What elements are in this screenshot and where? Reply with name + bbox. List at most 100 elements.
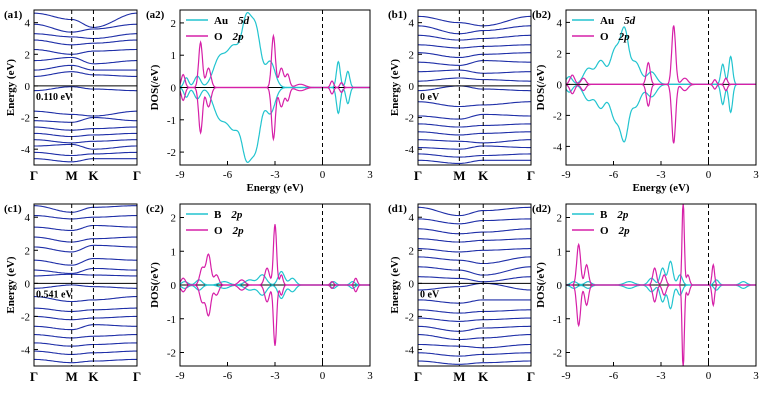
- y-tick-label: 2: [557, 48, 563, 60]
- band-line: [417, 282, 532, 291]
- spin-down-o-line: [179, 86, 370, 142]
- legend-label: O 2p: [214, 225, 244, 237]
- gap-label: 0.541 eV: [36, 289, 73, 300]
- band-line: [418, 276, 532, 283]
- y-tick-label: 2: [171, 18, 177, 30]
- band-line: [33, 307, 137, 312]
- x-axis-label: Energy (eV): [632, 182, 689, 194]
- panel-label: (a2): [146, 9, 165, 21]
- legend-element: B: [214, 209, 222, 221]
- panel-label: (b1): [388, 9, 407, 21]
- dos-panel-c2: -2 -1 0 1 2 -9 -6 -3 0 3 DOS(/eV) (c2) B 2p O 2p: [146, 203, 373, 382]
- band-line: [34, 56, 137, 65]
- band-line: [418, 334, 531, 341]
- y-axis-label: DOS(/eV): [535, 262, 547, 308]
- y-tick-label: 0: [557, 79, 563, 91]
- x-tick-label: -3: [656, 370, 666, 382]
- y-tick-label: -2: [405, 311, 414, 323]
- dos-panel-a2: -2 -1 0 1 2 -9 -6 -3 0 3 DOS(/eV) Energy (eV) (a2) Au…: [146, 9, 373, 194]
- band-line: [418, 34, 531, 41]
- x-tick-label: 0: [320, 169, 326, 181]
- band-line: [418, 352, 531, 357]
- kpoint-label: Γ: [414, 168, 422, 183]
- band-line: [34, 273, 137, 277]
- y-axis-label: DOS(/eV): [535, 64, 547, 110]
- y-tick-label: 0: [25, 81, 31, 93]
- y-tick-label: -1: [167, 115, 176, 127]
- y-tick-label: -4: [553, 141, 563, 153]
- panel-label: (d1): [388, 203, 407, 215]
- y-tick-label: 2: [557, 213, 563, 225]
- x-tick-label: -6: [223, 370, 233, 382]
- y-axis-label: DOS(/eV): [149, 262, 161, 308]
- legend-orbital: 2p: [616, 209, 629, 221]
- panel-label: (a1): [4, 9, 23, 21]
- legend-label: O 2p: [600, 31, 630, 43]
- band-line: [34, 267, 137, 274]
- band-line: [33, 23, 138, 33]
- gap-label: 0 eV: [420, 92, 440, 103]
- x-tick-label: -3: [270, 169, 280, 181]
- legend-label: O 2p: [600, 225, 630, 237]
- y-tick-label: -4: [405, 344, 415, 356]
- x-tick-label: -6: [223, 169, 233, 181]
- x-tick-label: -3: [270, 370, 280, 382]
- band-line: [418, 153, 531, 158]
- x-tick-label: 3: [367, 370, 373, 382]
- spin-down-au-line: [565, 83, 756, 143]
- spin-down-b-line: [179, 284, 370, 300]
- band-line: [34, 12, 137, 28]
- band-line: [418, 69, 531, 74]
- y-tick-label: -2: [167, 147, 176, 159]
- kpoint-label: Γ: [133, 369, 141, 384]
- band-line: [418, 52, 531, 58]
- band-line: [418, 60, 531, 66]
- legend-label: Au 5d: [214, 15, 250, 27]
- x-tick-label: -9: [175, 370, 185, 382]
- x-tick-label: -9: [561, 169, 571, 181]
- band-line: [34, 158, 137, 163]
- kpoint-label: Γ: [527, 369, 535, 384]
- y-tick-label: 2: [25, 49, 31, 61]
- spin-up-o-line: [179, 33, 370, 89]
- legend-element: O: [600, 31, 609, 43]
- band-line: [33, 151, 138, 157]
- band-line: [34, 132, 137, 138]
- gap-label: 0 eV: [420, 289, 440, 300]
- y-tick-label: -2: [553, 110, 562, 122]
- spin-up-o-line: [179, 224, 370, 286]
- x-tick-label: 0: [706, 169, 712, 181]
- band-line: [418, 131, 531, 136]
- band-panel-b1: -4 -2 0 2 4 Γ M K Γ Energy (eV) (b1) 0 eV: [388, 9, 535, 183]
- band-line: [418, 139, 531, 144]
- band-line: [34, 315, 137, 321]
- legend-orbital: 2p: [232, 31, 245, 43]
- x-tick-label: 3: [753, 370, 759, 382]
- plot-frame: [417, 203, 532, 367]
- band-line: [418, 123, 531, 128]
- legend-orbital: 2p: [618, 31, 631, 43]
- band-line: [34, 334, 137, 339]
- band-line: [417, 325, 531, 332]
- panel-label: (c1): [4, 203, 22, 215]
- band-line: [34, 324, 137, 331]
- y-tick-label: 0: [409, 81, 415, 93]
- band-line: [34, 342, 137, 347]
- band-line: [418, 317, 531, 322]
- kpoint-label: K: [88, 369, 99, 384]
- legend-orbital: 2p: [230, 209, 243, 221]
- band-line: [418, 44, 531, 49]
- legend-label: Au 5d: [600, 15, 636, 27]
- y-axis-label: Energy (eV): [389, 256, 401, 313]
- kpoint-label: K: [88, 168, 99, 183]
- y-tick-label: -2: [21, 113, 30, 125]
- y-tick-label: 4: [25, 18, 31, 30]
- y-axis-label: Energy (eV): [5, 256, 17, 313]
- legend-label: O 2p: [214, 31, 244, 43]
- y-axis-label: DOS(/eV): [149, 64, 161, 110]
- y-tick-label: 2: [409, 245, 415, 257]
- band-line: [34, 205, 137, 213]
- y-tick-label: -4: [21, 144, 31, 156]
- legend-element: Au: [214, 15, 228, 27]
